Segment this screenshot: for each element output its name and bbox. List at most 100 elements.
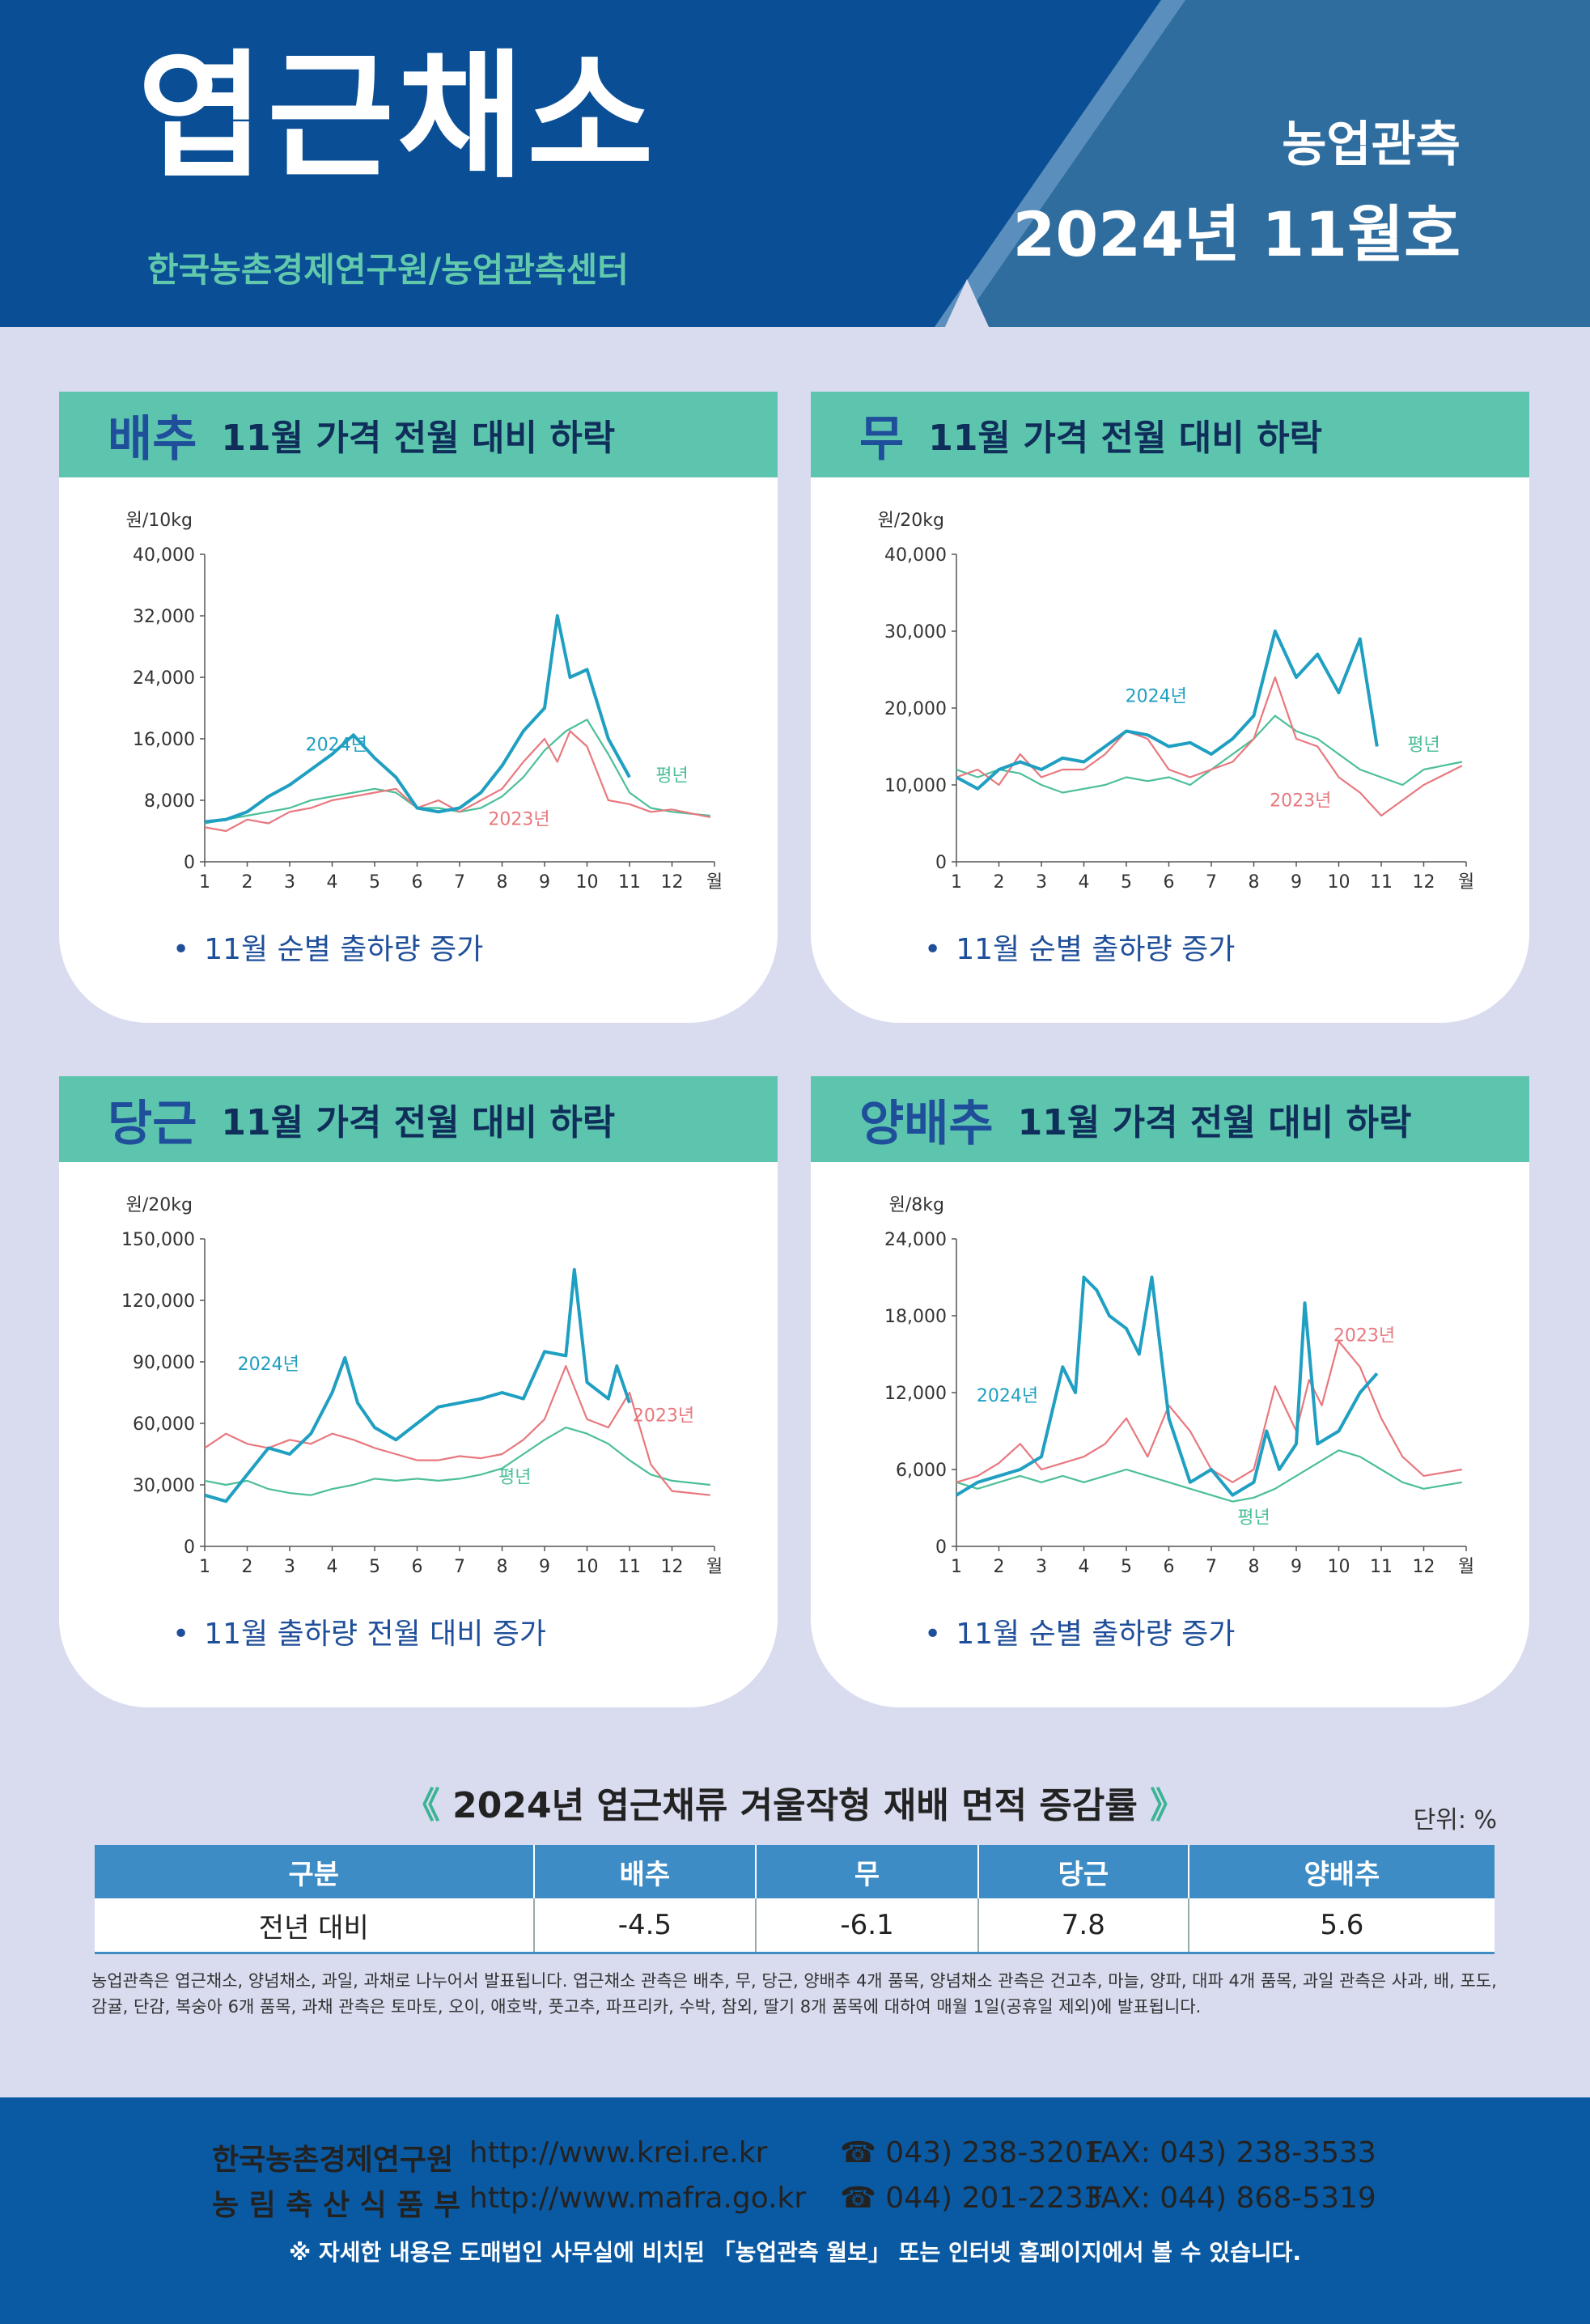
footer-org1-url[interactable]: http://www.krei.re.kr <box>469 2136 768 2169</box>
x-tick-label: 11 <box>1370 1557 1393 1577</box>
x-tick-label: 11 <box>618 1557 641 1577</box>
footer-org2-tel: ☎ 044) 201-2233 <box>840 2182 1102 2215</box>
footer <box>0 2097 1590 2324</box>
x-tick-label: 6 <box>412 1557 423 1577</box>
x-tick-label: 11 <box>1370 872 1393 893</box>
table-row: 전년 대비 -4.5 -6.1 7.8 5.6 <box>95 1898 1495 1954</box>
table-header: 배추 <box>533 1845 757 1898</box>
footer-org1-name: 한국농촌경제연구원 <box>212 2144 454 2177</box>
x-tick-label: 5 <box>1121 872 1132 893</box>
y-axis-unit: 원/20kg <box>126 1195 193 1215</box>
x-tick-label: 8 <box>1249 1557 1260 1577</box>
x-tick-label: 9 <box>1291 872 1302 893</box>
y-axis-unit: 원/20kg <box>878 511 944 531</box>
table-cell: 5.6 <box>1188 1898 1495 1954</box>
footer-org1-fax: FAX: 043) 238-3533 <box>1087 2136 1376 2169</box>
x-tick-label: 1 <box>199 1557 210 1577</box>
y-tick-label: 18,000 <box>884 1307 947 1327</box>
x-tick-label: 5 <box>369 1557 380 1577</box>
x-tick-label: 7 <box>1206 1557 1217 1577</box>
table-title: 《 2024년 엽근채류 겨울작형 재배 면적 증감률 》 <box>0 1776 1590 1828</box>
x-tick-label: 3 <box>1036 1557 1047 1577</box>
table-header-row: 구분 배추 무 당근 양배추 <box>95 1845 1495 1898</box>
y-tick-label: 0 <box>935 1537 947 1558</box>
series-label: 2023년 <box>1270 791 1331 812</box>
y-tick-label: 8,000 <box>144 791 195 812</box>
header: 엽근채소 한국농촌경제연구원/농업관측센터 농업관측 2024년 11월호 <box>0 0 1590 327</box>
y-axis-unit: 원/8kg <box>889 1195 944 1215</box>
x-tick-label: 11 <box>618 872 641 893</box>
x-tick-label: 월 <box>1458 1557 1474 1577</box>
series-line-2023년 <box>956 676 1463 817</box>
footer-org2-url[interactable]: http://www.mafra.go.kr <box>469 2182 807 2215</box>
x-tick-label: 6 <box>1164 872 1175 893</box>
table-header: 당근 <box>977 1845 1189 1898</box>
x-tick-label: 5 <box>369 872 380 893</box>
y-tick-label: 10,000 <box>884 776 947 796</box>
panel-note-text: 11월 출하량 전월 대비 증가 <box>204 1618 547 1651</box>
y-tick-label: 16,000 <box>133 730 195 750</box>
series-line-2024년 <box>204 1268 631 1503</box>
publisher: 한국농촌경제연구원/농업관측센터 <box>147 250 629 290</box>
y-tick-label: 60,000 <box>133 1414 195 1435</box>
x-tick-label: 3 <box>284 872 295 893</box>
x-tick-label: 9 <box>539 872 550 893</box>
table-cell: -6.1 <box>756 1898 979 1954</box>
x-tick-label: 2 <box>994 872 1005 893</box>
y-tick-label: 30,000 <box>884 622 947 642</box>
series-label: 2024년 <box>306 735 367 755</box>
series-line-평년 <box>956 715 1463 794</box>
x-tick-label: 8 <box>1249 872 1260 893</box>
series-label: 평년 <box>498 1467 531 1487</box>
x-tick-label: 4 <box>327 872 338 893</box>
x-tick-label: 3 <box>1036 872 1047 893</box>
series-label: 2023년 <box>488 809 549 829</box>
series-label: 2024년 <box>238 1355 299 1375</box>
y-tick-label: 12,000 <box>884 1384 947 1404</box>
x-tick-label: 12 <box>1413 872 1435 893</box>
panel-header: 배추 11월 가격 전월 대비 하락 <box>59 392 778 477</box>
x-tick-label: 4 <box>1079 1557 1090 1577</box>
x-tick-label: 9 <box>1291 1557 1302 1577</box>
table-header: 무 <box>756 1845 979 1898</box>
panel-headline: 11월 가격 전월 대비 하락 <box>1017 1102 1412 1143</box>
table-cell: 전년 대비 <box>95 1898 535 1954</box>
panel-note-text: 11월 순별 출하량 증가 <box>956 1618 1236 1651</box>
panel-note: • 11월 순별 출하량 증가 <box>172 933 484 966</box>
panel-note-text: 11월 순별 출하량 증가 <box>204 933 484 966</box>
table-header: 양배추 <box>1188 1845 1495 1898</box>
footer-org1-tel: ☎ 043) 238-3201 <box>840 2136 1102 2169</box>
series-label: 평년 <box>1237 1508 1270 1529</box>
x-tick-label: 8 <box>497 1557 508 1577</box>
y-tick-label: 0 <box>184 853 195 873</box>
issue-date: 2024년 11월호 <box>1012 198 1461 270</box>
page-title: 엽근채소 <box>138 37 657 197</box>
x-tick-label: 10 <box>1328 872 1350 893</box>
y-tick-label: 0 <box>935 853 947 873</box>
cabbage-panel: 배추 11월 가격 전월 대비 하락 원/10kg 0 8,000 16,000 24,… <box>59 392 778 1023</box>
area-change-table: 구분 배추 무 당근 양배추 전년 대비 -4.5 -6.1 7.8 5.6 <box>95 1845 1495 1954</box>
y-tick-label: 0 <box>184 1537 195 1558</box>
series-line-평년 <box>204 1427 710 1496</box>
footer-org2-name: 농 림 축 산 식 품 부 <box>212 2189 461 2222</box>
series-line-2023년 <box>204 1365 710 1496</box>
y-tick-label: 24,000 <box>884 1230 947 1250</box>
x-tick-label: 월 <box>706 872 723 893</box>
table-cell: 7.8 <box>977 1898 1189 1954</box>
y-tick-label: 40,000 <box>133 545 195 566</box>
y-axis-unit: 원/10kg <box>126 511 193 531</box>
series-line-2023년 <box>204 730 711 833</box>
x-tick-label: 월 <box>706 1557 723 1577</box>
table-unit: 단위: % <box>1413 1806 1497 1834</box>
x-tick-label: 12 <box>661 1557 684 1577</box>
panel-headline: 11월 가격 전월 대비 하락 <box>221 418 616 459</box>
series-label: 평년 <box>655 765 688 786</box>
panel-note: • 11월 순별 출하량 증가 <box>924 1618 1236 1651</box>
x-tick-label: 10 <box>1328 1557 1350 1577</box>
header-background <box>0 0 1590 327</box>
y-tick-label: 150,000 <box>121 1230 195 1250</box>
x-tick-label: 7 <box>454 872 465 893</box>
